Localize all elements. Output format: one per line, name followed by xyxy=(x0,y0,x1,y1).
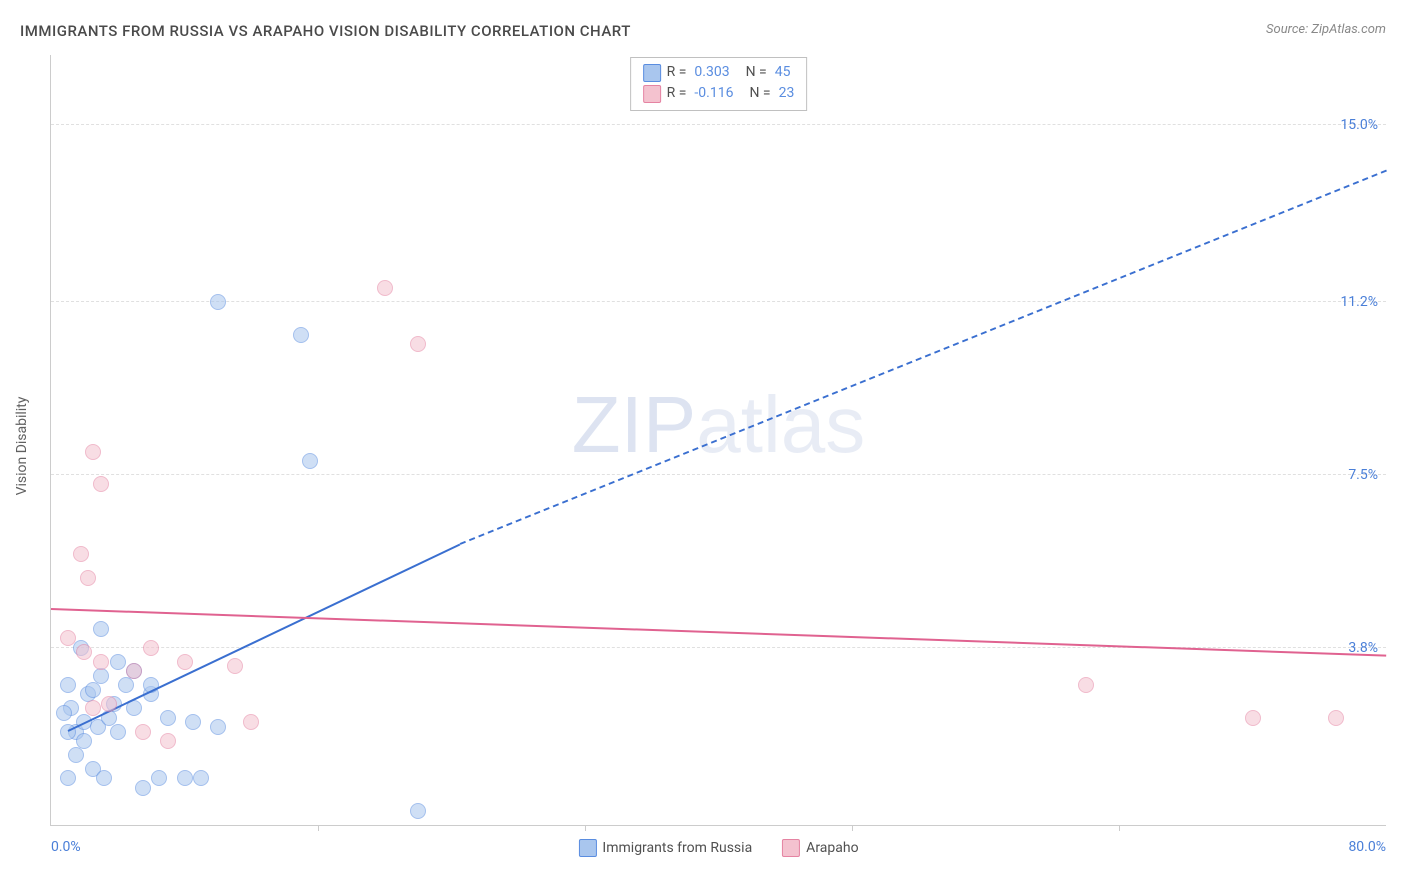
legend-r-label: R = xyxy=(667,83,687,104)
data-point xyxy=(93,476,109,492)
x-tick xyxy=(852,825,853,831)
data-point xyxy=(143,640,159,656)
legend-r-value: 0.303 xyxy=(694,62,729,83)
x-tick xyxy=(585,825,586,831)
data-point xyxy=(118,677,134,693)
data-point xyxy=(1245,710,1261,726)
data-point xyxy=(93,654,109,670)
legend-r-value: -0.116 xyxy=(694,83,733,104)
watermark-atlas: atlas xyxy=(696,380,865,469)
trend-line xyxy=(67,543,460,731)
x-tick xyxy=(318,825,319,831)
data-point xyxy=(1078,677,1094,693)
legend-row: R = 0.303 N = 45 xyxy=(643,62,795,83)
data-point xyxy=(160,710,176,726)
legend-item: Immigrants from Russia xyxy=(578,839,752,857)
correlation-legend: R =0.303N =45R =-0.116N =23 xyxy=(630,57,808,111)
x-tick-label: 0.0% xyxy=(51,839,81,855)
data-point xyxy=(151,770,167,786)
data-point xyxy=(110,724,126,740)
data-point xyxy=(135,780,151,796)
data-point xyxy=(60,630,76,646)
data-point xyxy=(60,677,76,693)
data-point xyxy=(135,724,151,740)
data-point xyxy=(177,770,193,786)
y-axis-label: Vision Disability xyxy=(14,397,30,496)
legend-n-value: 45 xyxy=(775,62,791,83)
legend-swatch xyxy=(643,85,661,103)
source-label: Source: ZipAtlas.com xyxy=(1266,22,1386,37)
legend-n-value: 23 xyxy=(779,83,795,104)
plot-area: ZIPatlas R =0.303N =45R =-0.116N =23 Imm… xyxy=(50,55,1386,826)
series-legend: Immigrants from Russia Arapaho xyxy=(578,839,858,857)
data-point xyxy=(101,696,117,712)
data-point xyxy=(110,654,126,670)
data-point xyxy=(93,621,109,637)
gridline xyxy=(51,301,1386,302)
data-point xyxy=(73,546,89,562)
legend-swatch xyxy=(782,839,800,857)
data-point xyxy=(85,700,101,716)
legend-swatch xyxy=(578,839,596,857)
data-point xyxy=(160,733,176,749)
data-point xyxy=(126,663,142,679)
data-point xyxy=(68,747,84,763)
data-point xyxy=(410,336,426,352)
y-tick-label: 7.5% xyxy=(1348,467,1378,483)
legend-label: Immigrants from Russia xyxy=(602,840,752,856)
data-point xyxy=(210,719,226,735)
data-point xyxy=(177,654,193,670)
legend-n-label: N = xyxy=(749,83,770,104)
trend-line xyxy=(51,608,1386,657)
data-point xyxy=(377,280,393,296)
data-point xyxy=(96,770,112,786)
data-point xyxy=(293,327,309,343)
chart-title: IMMIGRANTS FROM RUSSIA VS ARAPAHO VISION… xyxy=(20,22,631,40)
legend-row: R = -0.116 N = 23 xyxy=(643,83,795,104)
data-point xyxy=(60,770,76,786)
data-point xyxy=(85,682,101,698)
legend-label: Arapaho xyxy=(806,840,858,856)
data-point xyxy=(210,294,226,310)
legend-item: Arapaho xyxy=(782,839,858,857)
y-tick-label: 11.2% xyxy=(1340,294,1378,310)
data-point xyxy=(85,444,101,460)
data-point xyxy=(243,714,259,730)
gridline xyxy=(51,474,1386,475)
data-point xyxy=(1328,710,1344,726)
data-point xyxy=(80,570,96,586)
data-point xyxy=(410,803,426,819)
data-point xyxy=(193,770,209,786)
data-point xyxy=(76,644,92,660)
legend-r-label: R = xyxy=(667,62,687,83)
legend-n-label: N = xyxy=(746,62,767,83)
watermark: ZIPatlas xyxy=(572,379,865,471)
x-tick-label: 80.0% xyxy=(1348,839,1386,855)
data-point xyxy=(56,705,72,721)
gridline xyxy=(51,124,1386,125)
data-point xyxy=(302,453,318,469)
data-point xyxy=(227,658,243,674)
trend-line xyxy=(459,170,1386,545)
data-point xyxy=(185,714,201,730)
y-tick-label: 15.0% xyxy=(1340,117,1378,133)
x-tick xyxy=(1119,825,1120,831)
legend-swatch xyxy=(643,64,661,82)
